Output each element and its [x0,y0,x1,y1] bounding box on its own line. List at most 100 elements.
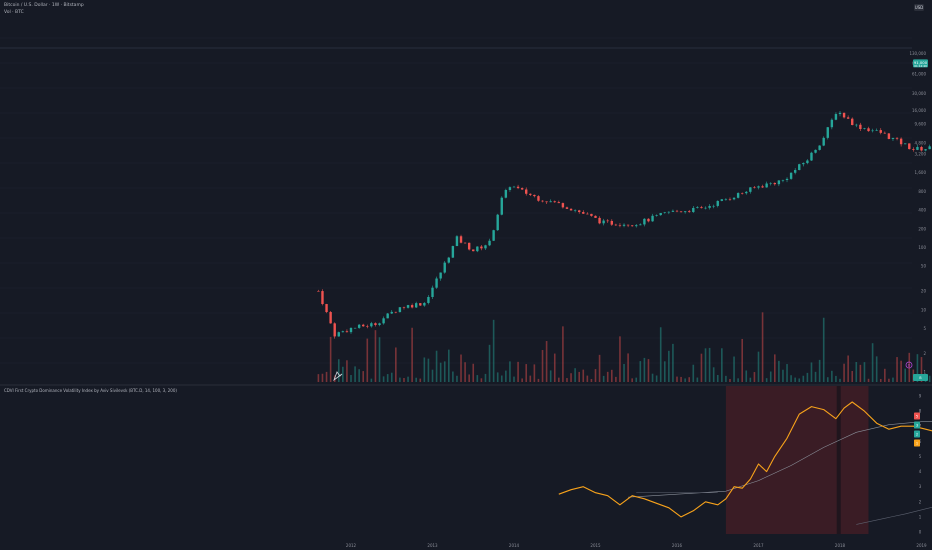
candle [630,225,634,227]
volume-bar [370,378,373,382]
candle [904,143,907,145]
volume-bar [435,350,438,382]
volume-bar [399,377,401,382]
candle [651,215,654,222]
candle [545,201,548,203]
price-pane[interactable]: 130,000 91,000 61,000 30,000 16,000 9,600 4,80… [0,47,932,382]
volume-bar [574,368,576,382]
pointer-cursor-icon [333,371,343,382]
candle [602,220,605,224]
volume-bar [586,375,589,382]
candle [582,212,585,214]
candle [802,163,805,165]
price-tick-label: 1,600 [915,170,927,175]
candle [590,213,593,216]
price-tick-label: 3,200 [915,151,927,156]
volume-bar [729,378,731,382]
volume-bar [737,378,739,382]
candle [415,303,418,308]
volume-bar [390,372,393,382]
candle [533,194,536,197]
volume-bar [403,377,405,382]
volume-bar [798,378,801,382]
candle [798,164,801,171]
volume-bar [700,353,703,382]
time-tick-label: 2017 [753,543,764,548]
volume-bar [427,358,430,382]
candle [838,112,842,115]
candle [826,127,829,138]
volume-bar [725,375,727,382]
candle [879,130,882,133]
volume-bar [635,377,638,382]
candle [667,211,671,213]
volume-bar [692,364,695,382]
time-tick-label: 2015 [590,543,601,548]
annotation-text: D [908,364,911,368]
candle [386,313,389,319]
indicator-pane[interactable]: 9 8 7 6 5 4 3 2 1 0 5 3 2 1 [558,386,932,535]
currency-button[interactable]: USD [914,4,924,11]
volume-bar [346,360,348,382]
candle [920,146,923,151]
volume-bar [590,378,593,382]
candle [683,211,687,213]
candle [561,203,565,208]
indicator-tick-label: 7 [919,424,922,429]
indicator-value-label: 5 [916,414,918,418]
volume-bar [521,378,523,382]
volume-bar [337,359,340,382]
volume-bar [676,376,678,382]
candle [451,246,455,258]
volume-bar [765,378,768,382]
volume-bar [855,361,858,382]
candle [647,218,650,222]
indicator-tick-label: 8 [919,409,922,414]
price-tick-label: 5 [923,326,926,331]
volume-bar [350,375,352,382]
volume-bar [505,370,507,382]
volume-bar [448,349,450,382]
price-tick-label: 30,000 [912,91,926,96]
volume-bar [439,362,442,382]
price-tick-label: 16,000 [912,108,926,113]
volume-bar [774,354,776,382]
candle [594,215,597,218]
candle [626,224,630,226]
zone-gap [836,386,841,534]
volume-bar [431,369,434,382]
candle [679,211,683,213]
volume-badge-label: B [919,376,921,380]
candle [912,149,915,150]
last-price-badge [913,59,928,68]
volume-bar [317,374,320,382]
indicator-value-badge [914,430,920,438]
volume-bar [443,361,446,382]
candle [655,215,658,216]
volume-badge [913,374,928,381]
volume-bar [643,357,646,382]
indicator-title: CDVI First Crypto Dominance Volatility I… [4,388,177,393]
volume-bar [749,377,752,382]
volume-bar [647,359,650,382]
candle [374,323,377,325]
time-tick-label: 2016 [672,543,683,548]
price-tick-label: 800 [918,189,926,194]
candle [777,180,781,185]
volume-bar [423,357,426,382]
volume-bar [354,366,356,382]
volume-bar [358,369,360,382]
volume-bar [615,376,617,382]
volume-bar [778,360,780,382]
candle [688,211,691,213]
time-tick-label: 2019 [916,543,927,548]
volume-bar [928,375,931,382]
candle [924,149,927,151]
indicator-tick-label: 6 [919,439,922,444]
indicator-value-badge [914,412,920,420]
price-tick-label: 100 [918,245,926,250]
candle [908,143,911,150]
indicator-tick-label: 3 [919,484,922,489]
annotation-marker[interactable] [905,361,913,369]
